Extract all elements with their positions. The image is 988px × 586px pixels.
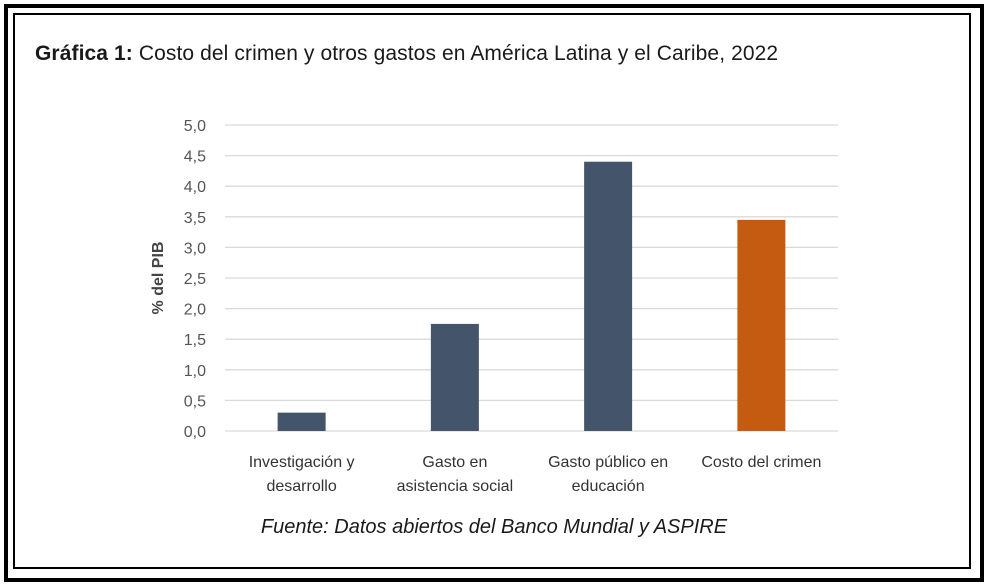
bar bbox=[584, 161, 633, 431]
y-tick-label: 3,0 bbox=[184, 240, 206, 257]
title-prefix: Gráfica 1: bbox=[35, 42, 133, 65]
bar bbox=[430, 323, 479, 431]
x-category-label: Gasto en bbox=[422, 454, 487, 471]
x-category-label: Costo del crimen bbox=[701, 454, 821, 471]
x-category-label: asistencia social bbox=[397, 478, 514, 495]
bar bbox=[737, 219, 786, 431]
y-tick-label: 0,5 bbox=[184, 393, 206, 410]
bar bbox=[277, 412, 326, 431]
x-category-label: desarrollo bbox=[266, 478, 336, 495]
y-tick-label: 1,5 bbox=[184, 332, 206, 349]
y-tick-label: 4,5 bbox=[184, 149, 206, 166]
y-axis-label: % del PIB bbox=[150, 242, 167, 315]
x-category-label: educación bbox=[572, 478, 645, 495]
y-tick-label: 1,0 bbox=[184, 363, 206, 380]
title-text: Costo del crimen y otros gastos en Améri… bbox=[132, 42, 779, 65]
y-tick-label: 2,0 bbox=[184, 302, 206, 319]
y-tick-label: 3,5 bbox=[184, 210, 206, 227]
y-tick-label: 0,0 bbox=[184, 424, 206, 441]
y-tick-label: 2,5 bbox=[184, 271, 206, 288]
outer-frame bbox=[4, 4, 984, 582]
source-note: Fuente: Datos abiertos del Banco Mundial… bbox=[260, 516, 728, 538]
y-tick-label: 4,0 bbox=[184, 179, 206, 196]
x-category-label: Investigación y bbox=[249, 454, 355, 471]
chart-title: Gráfica 1: Costo del crimen y otros gast… bbox=[35, 42, 778, 66]
y-tick-label: 5,0 bbox=[184, 118, 206, 135]
inner-frame bbox=[13, 13, 971, 569]
x-category-label: Gasto público en bbox=[548, 454, 668, 471]
